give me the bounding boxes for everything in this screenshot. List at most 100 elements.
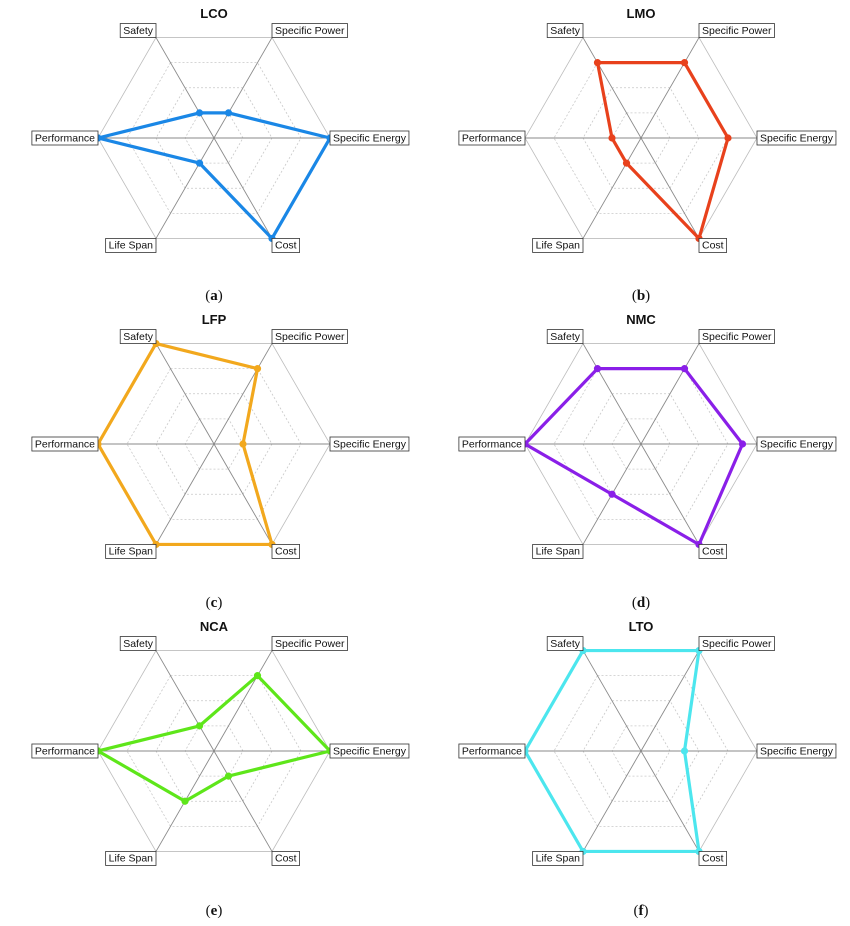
chart-title: NMC — [626, 312, 656, 327]
axis-spoke — [155, 343, 215, 445]
data-point — [593, 59, 602, 67]
axis-label: Specific Power — [275, 638, 345, 650]
axis-label: Safety — [123, 638, 154, 650]
axis-spoke — [582, 137, 642, 239]
axis-spoke — [155, 443, 215, 545]
data-point — [253, 365, 262, 373]
axis-spoke — [582, 343, 642, 445]
axis-label-box — [698, 544, 727, 559]
axis-spoke — [213, 37, 273, 139]
axis-label-box — [756, 743, 837, 759]
axis-label-box — [271, 23, 348, 38]
data-point — [680, 747, 689, 755]
radar-panel-lto: Safety Specific Power Specific Energy Cost L… — [458, 619, 837, 919]
axis-label: Performance — [462, 745, 522, 757]
axis-spoke — [582, 37, 642, 139]
axis-label-box — [546, 23, 584, 38]
axis-label: Safety — [550, 25, 581, 37]
data-point — [253, 672, 262, 680]
axis-label-box — [271, 544, 300, 559]
axis-label-box — [119, 23, 157, 38]
axis-spoke — [640, 750, 700, 852]
axis-label-box — [31, 130, 99, 146]
axis-label-box — [31, 743, 99, 759]
panel-caption: (b) — [632, 288, 650, 304]
data-point — [224, 772, 233, 780]
axis-label: Performance — [35, 438, 95, 450]
axis-label: Life Span — [109, 240, 154, 252]
axis-label: Life Span — [536, 240, 581, 252]
axis-label: Safety — [123, 25, 154, 37]
axis-label: Performance — [462, 132, 522, 144]
axis-spoke — [640, 343, 700, 445]
axis-label-box — [532, 544, 584, 559]
radar-panel-lmo: Safety Specific Power Specific Energy Cost L… — [458, 6, 837, 304]
data-point — [680, 59, 689, 67]
axis-label: Life Span — [536, 853, 581, 865]
data-point — [195, 159, 204, 167]
axis-spoke — [640, 37, 700, 139]
axis-label: Cost — [275, 240, 297, 252]
axis-spoke — [640, 137, 700, 239]
chart-title: NCA — [200, 619, 229, 634]
axis-label-box — [698, 329, 775, 344]
axis-label-box — [756, 130, 837, 146]
axis-label-box — [271, 851, 300, 866]
axis-label: Specific Energy — [333, 745, 407, 757]
axis-label: Cost — [702, 240, 724, 252]
axis-label: Performance — [35, 745, 95, 757]
axis-label-box — [546, 636, 584, 651]
axis-spoke — [155, 650, 215, 752]
data-point — [608, 490, 616, 498]
axis-label-box — [119, 329, 157, 344]
series-line — [97, 111, 333, 242]
series-line — [93, 673, 334, 804]
axis-label: Safety — [550, 331, 581, 343]
axis-spoke — [155, 137, 215, 239]
data-point — [680, 365, 689, 373]
axis-label: Specific Energy — [760, 132, 834, 144]
axis-spoke — [213, 750, 273, 852]
chart-title: LFP — [202, 312, 227, 327]
axis-label-box — [546, 329, 584, 344]
axis-label: Specific Power — [702, 25, 772, 37]
data-point — [224, 109, 233, 117]
axis-label-box — [698, 238, 727, 253]
axis-label: Life Span — [109, 546, 154, 558]
axis-label-box — [532, 238, 584, 253]
axis-spoke — [155, 37, 215, 139]
axis-label: Cost — [275, 853, 297, 865]
panel-caption: (d) — [632, 595, 650, 611]
panel-caption: (e) — [206, 903, 223, 919]
axis-spoke — [640, 443, 700, 545]
axis-label: Safety — [550, 638, 581, 650]
data-point — [724, 134, 732, 142]
axis-label-box — [271, 329, 348, 344]
axis-label-box — [105, 238, 157, 253]
radar-panel-nmc: Safety Specific Power Specific Energy Cost L… — [458, 312, 837, 611]
axis-spoke — [582, 750, 642, 852]
axis-label-box — [271, 238, 300, 253]
axis-label: Specific Power — [702, 331, 772, 343]
axis-label-box — [31, 436, 99, 452]
axis-spoke — [213, 137, 273, 239]
axis-label-box — [698, 23, 775, 38]
axis-label: Specific Energy — [760, 438, 834, 450]
chart-title: LTO — [629, 619, 654, 634]
axis-label: Cost — [702, 853, 724, 865]
axis-label-box — [458, 743, 526, 759]
axis-label: Specific Energy — [333, 438, 407, 450]
axis-label-box — [458, 436, 526, 452]
axis-label-box — [329, 436, 410, 452]
axis-label-box — [105, 851, 157, 866]
radar-panel-nca: Safety Specific Power Specific Energy Cost L… — [31, 619, 410, 919]
axis-label: Specific Power — [702, 638, 772, 650]
axis-label-box — [329, 743, 410, 759]
axis-spoke — [213, 443, 273, 545]
data-point — [195, 722, 204, 730]
axis-label: Safety — [123, 331, 154, 343]
panel-caption: (c) — [206, 595, 223, 611]
radar-panel-lfp: Safety Specific Power Specific Energy Cost L… — [31, 312, 410, 611]
axis-label: Cost — [702, 546, 724, 558]
